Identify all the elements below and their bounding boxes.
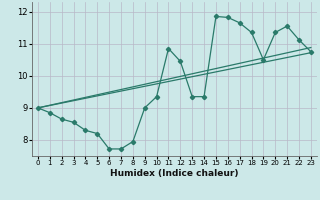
X-axis label: Humidex (Indice chaleur): Humidex (Indice chaleur)	[110, 169, 239, 178]
